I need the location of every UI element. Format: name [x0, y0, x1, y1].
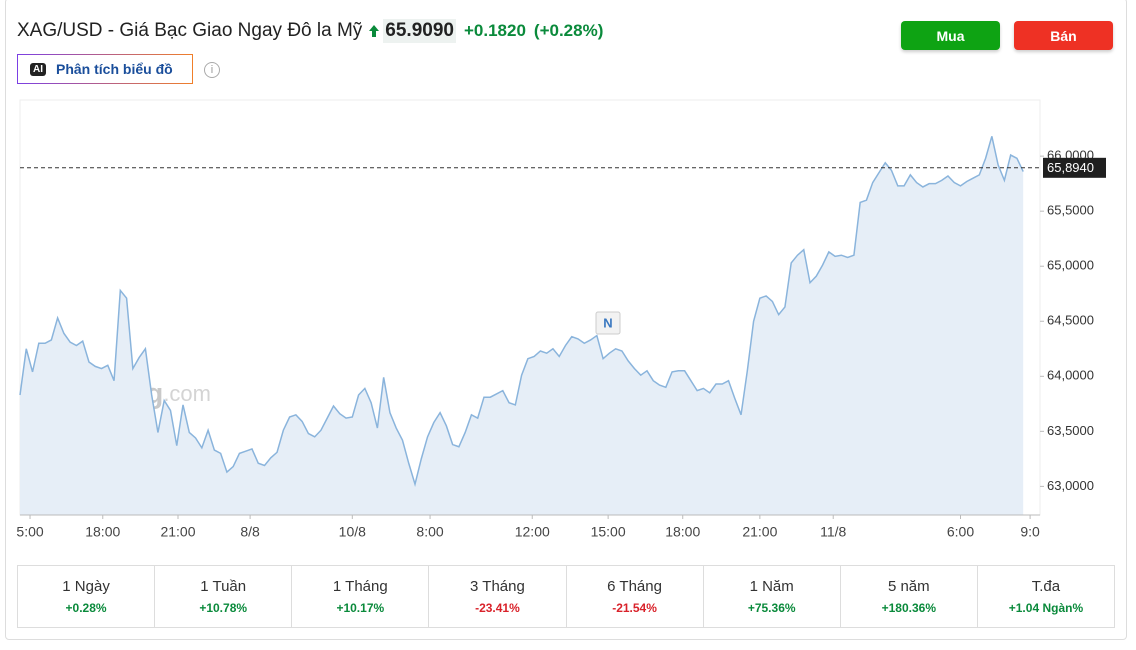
period: 1 Ngày — [62, 578, 110, 595]
analysis-button[interactable]: AI Phân tích biểu đồ — [17, 54, 193, 84]
period-change: +10.17% — [336, 601, 385, 615]
performance-cell[interactable]: 6 Tháng -21.54% — [567, 566, 704, 627]
period: 1 Tuần — [200, 578, 247, 595]
performance-cell[interactable]: 5 năm +180.36% — [841, 566, 978, 627]
x-tick-label: 21:00 — [160, 524, 195, 540]
buy-button[interactable]: Mua — [901, 21, 1000, 50]
x-tick-label: 15:00 — [591, 524, 626, 540]
x-tick-label: 5:00 — [16, 524, 43, 540]
last-price-label: 65,8940 — [1047, 160, 1094, 175]
analysis-label: Phân tích biểu đồ — [56, 61, 173, 77]
y-tick-label: 63,5000 — [1047, 423, 1094, 438]
news-marker-label: N — [603, 315, 612, 330]
period-change: +0.28% — [65, 601, 107, 615]
title: XAG/USD - Giá Bạc Giao Ngay Đô la Mỹ — [17, 20, 363, 41]
x-tick-label: 8/8 — [240, 524, 260, 540]
y-tick-label: 63,0000 — [1047, 478, 1094, 493]
watermark-suffix: .com — [163, 381, 211, 406]
period-change: -23.41% — [475, 601, 520, 615]
period: 3 Tháng — [470, 578, 525, 595]
news-marker — [595, 311, 621, 335]
change: +0.1820 — [463, 21, 526, 40]
x-tick-label: 11/8 — [820, 524, 846, 540]
area-fill — [20, 136, 1024, 515]
period: T.đa — [1031, 578, 1061, 595]
period-change: +75.36% — [747, 601, 796, 615]
performance-table: 1 Ngày +0.28% 1 Tuần +10.78% 1 Tháng +10.17% 3… — [17, 565, 1115, 628]
last-price-box — [1043, 157, 1106, 178]
y-tick-label: 65,0000 — [1047, 258, 1094, 273]
period: 5 năm — [887, 578, 930, 595]
price-line — [19, 136, 1024, 488]
chart: Investing.com63,000063,500064,000064,500… — [16, 99, 1106, 540]
y-tick-label: 64,5000 — [1047, 313, 1094, 328]
period-change: +1.04 Ngàn% — [1008, 601, 1084, 615]
sell-button[interactable]: Bán — [1014, 21, 1113, 50]
period: 1 Năm — [749, 578, 794, 595]
performance-cell[interactable]: 3 Tháng -23.41% — [429, 566, 567, 627]
performance-cell[interactable]: T.đa +1.04 Ngàn% — [978, 566, 1114, 627]
x-tick-label: 9:0 — [1020, 524, 1040, 540]
widget-card — [5, 0, 1127, 640]
ai-badge: AI — [30, 62, 46, 76]
period-change: +10.78% — [199, 601, 248, 615]
info-icon[interactable]: i — [204, 62, 220, 78]
performance-cell[interactable]: 1 Tháng +10.17% — [292, 566, 430, 627]
x-tick-label: 18:00 — [665, 524, 700, 540]
performance-cell[interactable]: 1 Ngày +0.28% — [18, 566, 156, 627]
period-change: +180.36% — [881, 601, 936, 615]
performance-cell[interactable]: 1 Tuần +10.78% — [155, 566, 293, 627]
price: 65.9090 — [383, 19, 456, 43]
x-tick-label: 10/8 — [339, 524, 366, 540]
header: XAG/USD - Giá Bạc Giao Ngay Đô la Mỹ 65.… — [17, 19, 603, 43]
x-tick-label: 12:00 — [515, 524, 550, 540]
x-tick-label: 8:00 — [416, 524, 443, 540]
y-tick-label: 65,5000 — [1047, 203, 1094, 218]
y-tick-label: 64,0000 — [1047, 368, 1094, 383]
x-tick-label: 18:00 — [85, 524, 120, 540]
performance-cell[interactable]: 1 Năm +75.36% — [704, 566, 841, 627]
period: 6 Tháng — [607, 578, 662, 595]
period-change: -21.54% — [612, 601, 657, 615]
period: 1 Tháng — [332, 578, 388, 595]
x-tick-label: 21:00 — [742, 524, 777, 540]
x-tick-label: 6:00 — [947, 524, 974, 540]
change-percent: (+0.28%) — [533, 21, 604, 40]
up-arrow — [369, 25, 380, 37]
